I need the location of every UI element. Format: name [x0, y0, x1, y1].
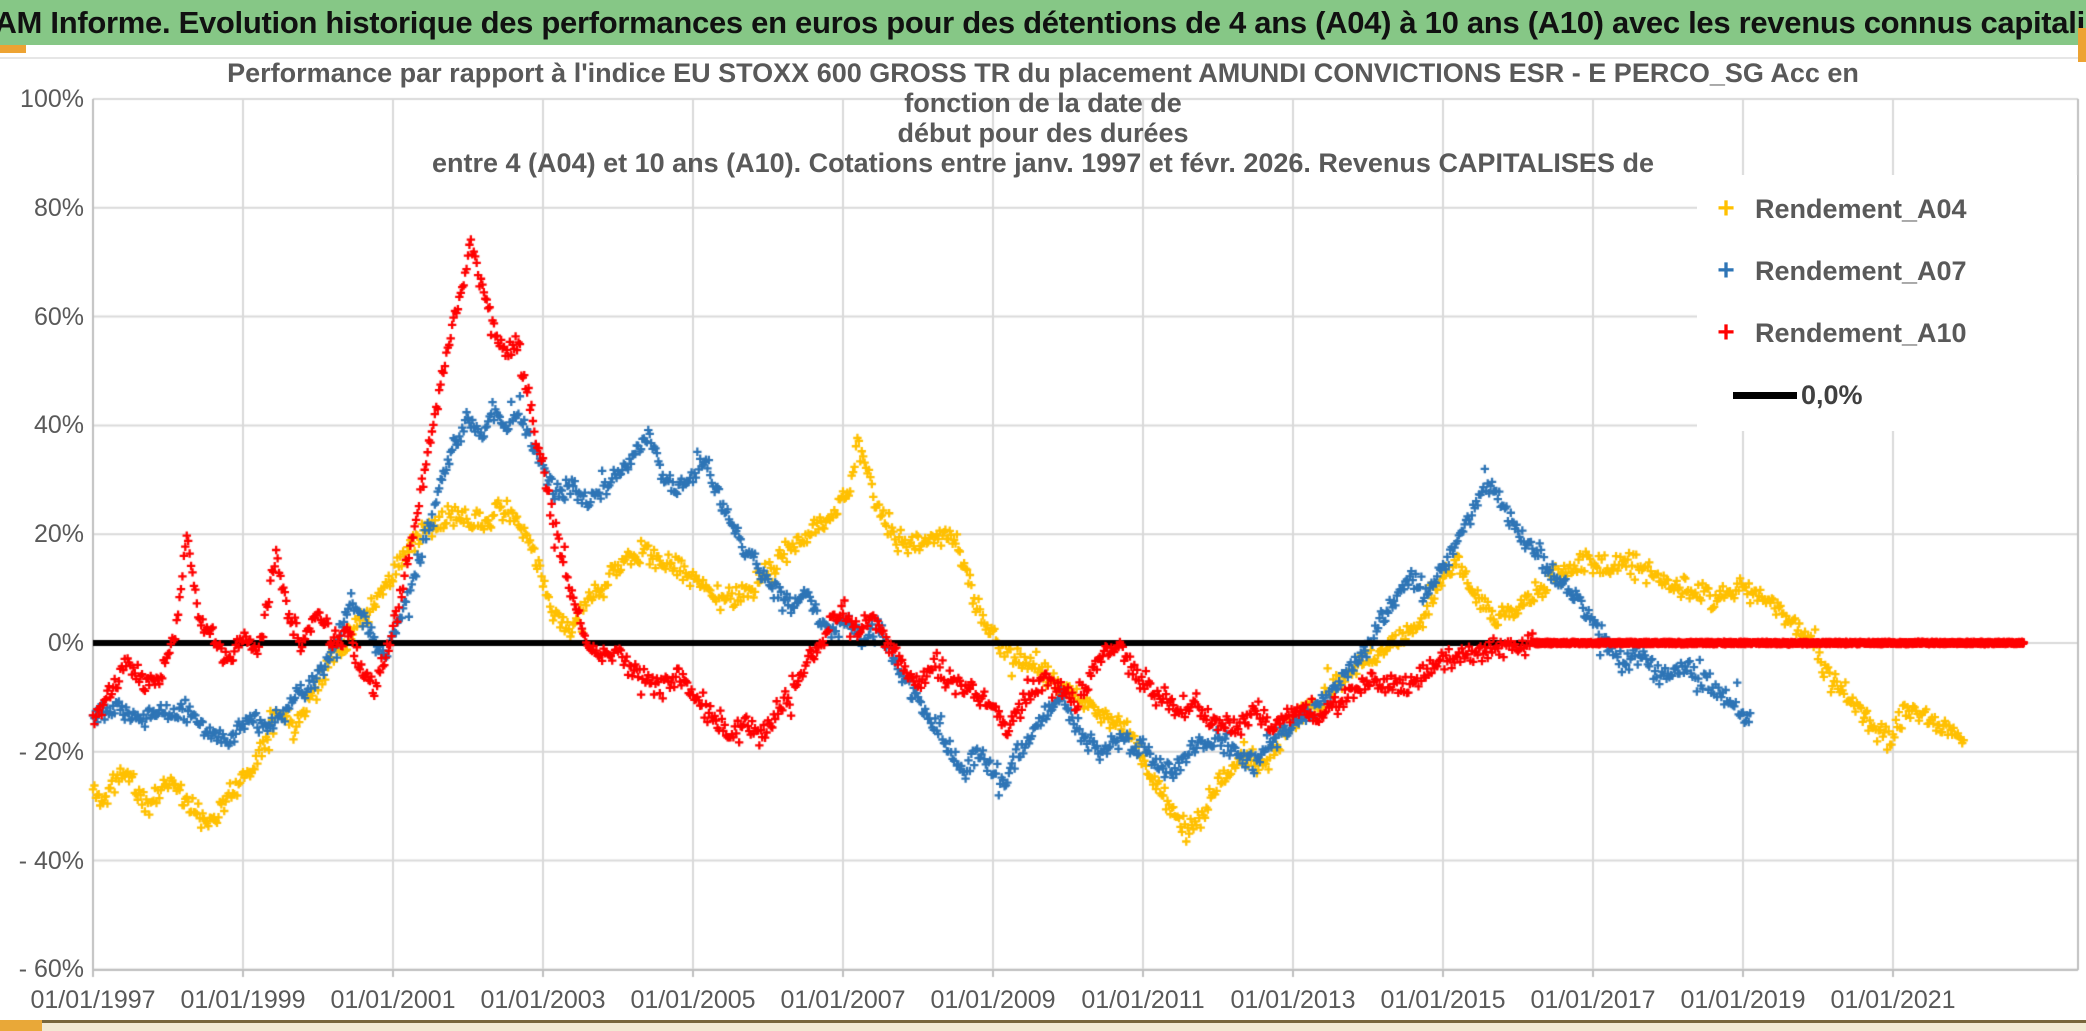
legend-item-rendement-a07: + Rendement_A07: [1697, 251, 2077, 291]
legend-label: 0,0%: [1801, 379, 1863, 410]
legend-label: Rendement_A10: [1755, 317, 1967, 348]
y-tick-label: - 20%: [18, 737, 84, 766]
legend-label: Rendement_A07: [1755, 255, 1967, 286]
legend-item-rendement-a10: + Rendement_A10: [1697, 313, 2077, 353]
x-tick-label: 01/01/2021: [1830, 986, 1956, 1014]
chart-title-line-3: entre 4 (A04) et 10 ans (A10). Cotations…: [432, 148, 1654, 178]
y-tick-label: 20%: [33, 520, 84, 549]
chart-title-line-2: début pour des durées: [897, 118, 1189, 148]
x-tick-label: 01/01/2013: [1230, 986, 1356, 1014]
x-tick-label: 01/01/2019: [1680, 986, 1806, 1014]
legend-item-rendement-a04: + Rendement_A04: [1697, 189, 2077, 229]
x-tick-label: 01/01/2015: [1380, 986, 1506, 1014]
legend-item-0-0-: 0,0%: [1697, 375, 2077, 415]
y-tick-label: 0%: [47, 629, 84, 657]
y-tick-label: - 60%: [18, 955, 84, 984]
x-tick-label: 01/01/2011: [1081, 986, 1205, 1014]
bottom-gold-accent: [0, 1020, 42, 1031]
plus-marker-icon: +: [1717, 192, 1735, 225]
x-tick-label: 01/01/2009: [930, 986, 1056, 1014]
bottom-strip: [0, 1020, 2086, 1031]
x-tick-label: 01/01/2007: [780, 986, 906, 1014]
x-tick-label: 01/01/1997: [30, 986, 156, 1014]
chart-legend: + Rendement_A04 + Rendement_A07 + Rendement_A…: [1697, 175, 2077, 431]
y-tick-label: 60%: [33, 302, 84, 331]
y-tick-label: 80%: [33, 193, 84, 222]
y-tick-label: - 40%: [18, 846, 84, 875]
legend-label: Rendement_A04: [1755, 193, 1967, 224]
x-tick-label: 01/01/2001: [330, 986, 456, 1014]
x-tick-label: 01/01/2005: [630, 986, 756, 1014]
chart-title-line-1: Performance par rapport à l'indice EU ST…: [227, 58, 1859, 118]
x-tick-label: 01/01/1999: [180, 986, 306, 1014]
y-tick-label: 40%: [33, 411, 84, 440]
x-tick-label: 01/01/2003: [480, 986, 606, 1014]
zero-line-icon: [1733, 391, 1797, 399]
plus-marker-icon: +: [1717, 254, 1735, 287]
x-tick-label: 01/01/2017: [1530, 986, 1656, 1014]
y-tick-label: 100%: [20, 85, 84, 113]
plus-marker-icon: +: [1717, 316, 1735, 349]
chart-title: Performance par rapport à l'indice EU ST…: [173, 58, 1913, 178]
